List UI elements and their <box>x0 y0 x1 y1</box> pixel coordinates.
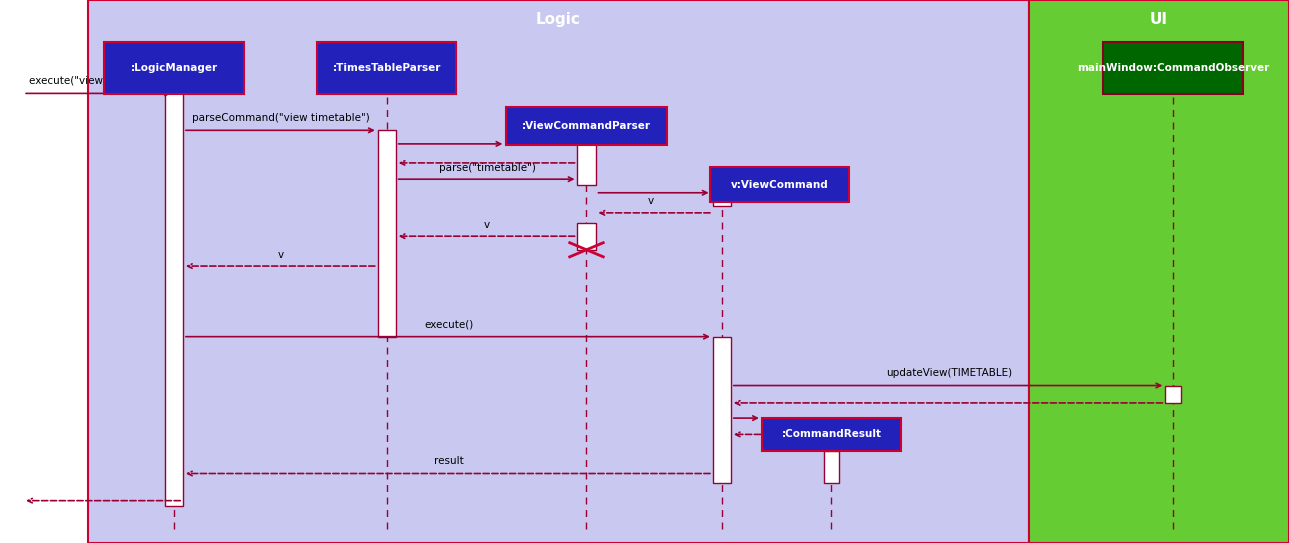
Text: updateView(TIMETABLE): updateView(TIMETABLE) <box>886 369 1012 378</box>
FancyBboxPatch shape <box>710 167 849 202</box>
FancyBboxPatch shape <box>762 418 901 451</box>
Text: execute("view timetable"): execute("view timetable") <box>28 75 165 85</box>
Text: execute(): execute() <box>424 320 473 330</box>
Text: v:ViewCommand: v:ViewCommand <box>731 180 829 190</box>
Text: v: v <box>485 220 490 230</box>
FancyBboxPatch shape <box>317 42 456 93</box>
FancyBboxPatch shape <box>378 130 396 337</box>
Text: result: result <box>433 457 464 466</box>
Text: parseCommand("view timetable"): parseCommand("view timetable") <box>192 113 370 123</box>
FancyBboxPatch shape <box>1165 386 1181 403</box>
Text: :ViewCommandParser: :ViewCommandParser <box>522 121 651 131</box>
Text: :TimesTableParser: :TimesTableParser <box>333 63 441 73</box>
FancyBboxPatch shape <box>824 451 839 483</box>
FancyBboxPatch shape <box>713 185 731 206</box>
Text: :LogicManager: :LogicManager <box>130 63 218 73</box>
Text: :CommandResult: :CommandResult <box>781 430 882 439</box>
FancyBboxPatch shape <box>88 0 1029 543</box>
FancyBboxPatch shape <box>104 42 244 93</box>
FancyBboxPatch shape <box>1029 0 1289 543</box>
Text: mainWindow:CommandObserver: mainWindow:CommandObserver <box>1076 63 1270 73</box>
Text: Logic: Logic <box>536 11 580 27</box>
Text: v: v <box>278 250 284 260</box>
Text: v: v <box>648 197 654 206</box>
FancyBboxPatch shape <box>505 107 668 145</box>
FancyBboxPatch shape <box>1103 42 1243 93</box>
Text: parse("timetable"): parse("timetable") <box>438 163 536 173</box>
FancyBboxPatch shape <box>577 144 596 185</box>
FancyBboxPatch shape <box>165 93 183 506</box>
FancyBboxPatch shape <box>577 223 596 250</box>
FancyBboxPatch shape <box>713 337 731 483</box>
Text: UI: UI <box>1150 11 1168 27</box>
